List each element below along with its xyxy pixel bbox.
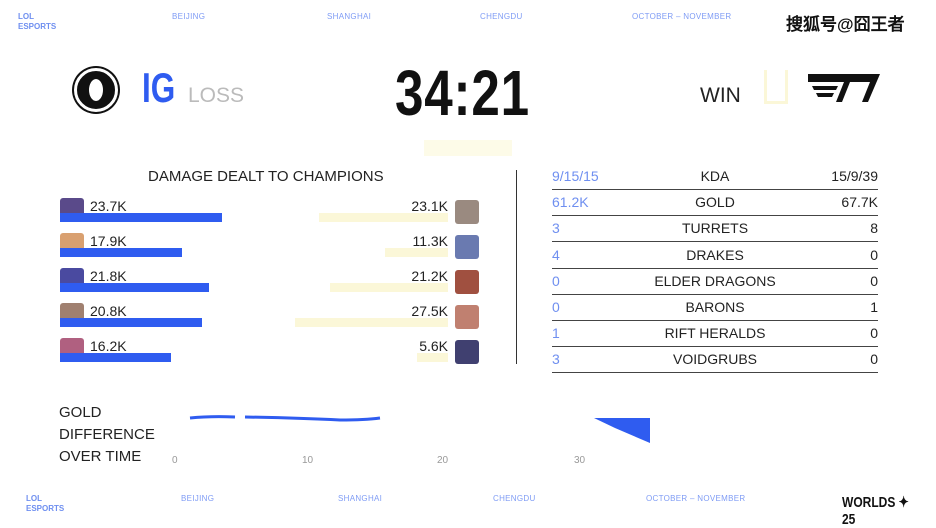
left-damage-bar	[60, 318, 203, 327]
stat-row: 1 RIFT HERALDS 0	[552, 321, 878, 348]
stat-label: GOLD	[695, 194, 735, 211]
stat-right: 0	[870, 246, 878, 263]
right-damage-value: 5.6K	[419, 338, 448, 354]
ig-logo-icon	[74, 68, 118, 112]
header-city: BEIJING	[172, 12, 206, 21]
stat-left: 4	[552, 246, 560, 263]
stat-left: 0	[552, 299, 560, 315]
stat-left: 3	[552, 220, 560, 237]
stat-left: 0	[552, 272, 560, 289]
stat-right: 0	[870, 351, 878, 368]
right-damage-value: 21.2K	[411, 268, 448, 284]
watermark: 搜狐号@囧王者	[786, 15, 905, 34]
stat-right: 15/9/39	[831, 168, 878, 184]
stat-row: 4 DRAKES 0	[552, 243, 878, 269]
stat-right: 0	[870, 272, 878, 289]
left-damage-value: 21.8K	[90, 268, 127, 284]
stat-label: DRAKES	[686, 246, 744, 263]
brand-line: LOL	[26, 494, 42, 503]
right-champion-portrait	[455, 305, 479, 329]
stat-left: 9/15/15	[552, 168, 599, 184]
t1-wordmark-icon	[764, 70, 788, 104]
stat-row: 3 TURRETS 8	[552, 216, 878, 243]
stat-left: 1	[552, 325, 560, 342]
left-damage-value: 17.9K	[90, 233, 127, 249]
stat-row: 61.2K GOLD 67.7K	[552, 190, 878, 217]
stat-row: 3 VOIDGRUBS 0	[552, 347, 878, 374]
stat-label: ELDER DRAGONS	[654, 272, 776, 289]
stat-left: 61.2K	[552, 194, 589, 211]
stat-right: 0	[870, 325, 878, 342]
x-tick: 10	[302, 455, 314, 466]
right-damage-bar	[295, 318, 448, 327]
stat-row: 0 ELDER DRAGONS 0	[552, 269, 878, 295]
game-time: 34:21	[395, 57, 530, 129]
divider	[516, 170, 517, 364]
header-city: CHENGDU	[480, 12, 523, 21]
left-team-name: IG	[142, 64, 176, 111]
stat-label: KDA	[700, 168, 730, 184]
stat-right: 8	[870, 220, 878, 237]
t1-logo-icon	[808, 74, 880, 102]
left-damage-value: 16.2K	[90, 338, 127, 354]
x-tick: 20	[437, 455, 449, 466]
left-damage-bar	[60, 248, 183, 257]
stat-label: BARONS	[685, 299, 745, 315]
footer-city: BEIJING	[181, 494, 215, 503]
stat-row: 9/15/15 KDA 15/9/39	[552, 164, 878, 190]
left-damage-value: 20.8K	[90, 303, 127, 319]
right-damage-value: 11.3K	[412, 233, 448, 249]
time-badge	[424, 140, 512, 156]
header-brand: LOL ESPORTS	[18, 12, 56, 32]
x-tick: 0	[172, 455, 178, 466]
brand-line: ESPORTS	[26, 504, 65, 513]
right-champion-portrait	[455, 340, 479, 364]
brand-line: LOL	[18, 12, 34, 21]
left-damage-value: 23.7K	[90, 198, 127, 214]
stat-right: 67.7K	[841, 194, 878, 211]
gold-area-late	[594, 418, 650, 443]
header-city: SHANGHAI	[327, 12, 372, 21]
stat-right: 1	[870, 299, 878, 315]
left-damage-bar	[60, 283, 209, 292]
stat-label: RIFT HERALDS	[664, 325, 766, 342]
right-damage-value: 23.1K	[411, 198, 448, 214]
footer-dates: OCTOBER – NOVEMBER	[646, 494, 746, 503]
gold-line-early	[189, 415, 381, 422]
left-damage-bar	[60, 213, 222, 222]
brand-line: ESPORTS	[18, 22, 57, 31]
stat-label: VOIDGRUBS	[672, 351, 757, 368]
right-damage-bar	[416, 353, 448, 362]
footer-city: SHANGHAI	[338, 494, 383, 503]
left-result: LOSS	[188, 84, 245, 107]
right-damage-bar	[330, 283, 448, 292]
right-champion-portrait	[455, 235, 479, 259]
title-line: DIFFERENCE	[59, 426, 155, 443]
gold-chart-title: GOLD DIFFERENCE OVER TIME	[59, 402, 155, 468]
footer-city: CHENGDU	[493, 494, 536, 503]
title-line: GOLD	[59, 404, 102, 421]
footer-brand: LOL ESPORTS	[26, 494, 64, 514]
right-champion-portrait	[455, 270, 479, 294]
right-damage-value: 27.5K	[411, 303, 448, 319]
right-damage-bar	[385, 248, 448, 257]
right-damage-bar	[319, 213, 448, 222]
damage-title: DAMAGE DEALT TO CHAMPIONS	[148, 168, 384, 185]
stat-row: 0 BARONS 1	[552, 295, 878, 321]
right-result: WIN	[700, 84, 741, 107]
worlds-logo-icon: WORLDS ✦ 25	[842, 494, 909, 528]
header-dates: OCTOBER – NOVEMBER	[632, 12, 732, 21]
right-champion-portrait	[455, 200, 479, 224]
stat-left: 3	[552, 351, 560, 368]
x-tick: 30	[574, 455, 586, 466]
title-line: OVER TIME	[59, 448, 142, 465]
left-damage-bar	[60, 353, 171, 362]
stat-label: TURRETS	[681, 220, 749, 237]
